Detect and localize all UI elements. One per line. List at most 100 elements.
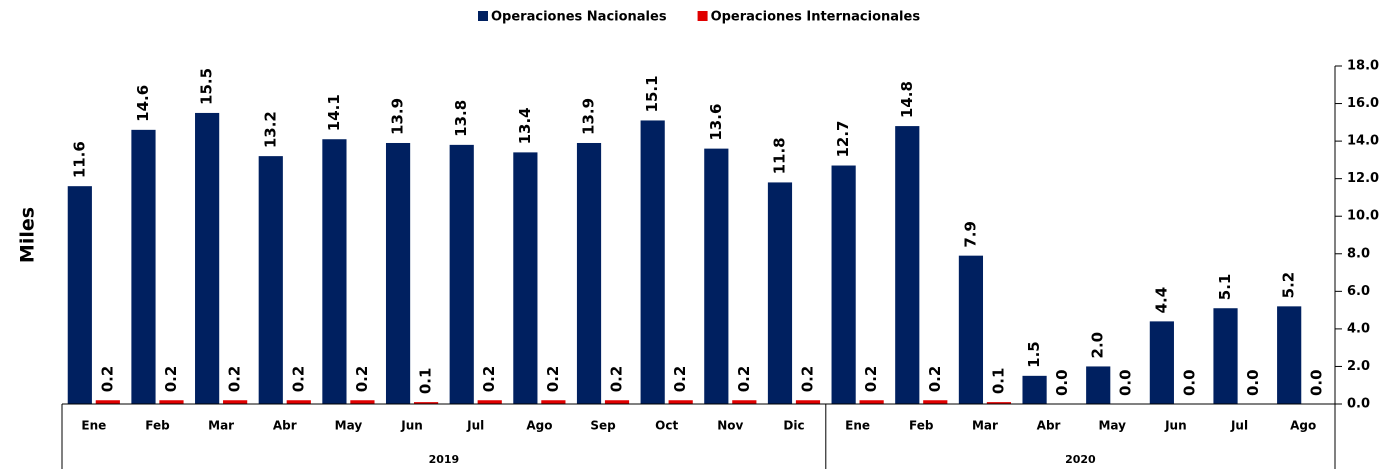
value-label: 5.2 [1280, 272, 1298, 299]
value-label: 11.6 [70, 141, 88, 178]
bar [286, 400, 311, 404]
bar [223, 400, 248, 404]
x-tick-label: Jul [466, 419, 484, 433]
x-tick-label: Ago [1290, 419, 1316, 433]
value-label: 0.2 [671, 366, 689, 393]
value-label: 15.5 [198, 68, 216, 105]
x-tick-label: Abr [1037, 419, 1061, 433]
y-tick-label: 18.0 [1347, 59, 1379, 74]
x-tick-label: Ene [81, 419, 106, 433]
value-label: 0.0 [1117, 369, 1135, 396]
bar [1086, 366, 1111, 404]
bar [640, 120, 665, 404]
x-tick-label: Jul [1230, 419, 1248, 433]
bar [732, 400, 757, 404]
bar [1022, 375, 1047, 404]
value-label: 0.2 [98, 366, 116, 393]
y-tick-label: 16.0 [1347, 96, 1379, 111]
value-label: 0.2 [798, 366, 816, 393]
bar [477, 400, 502, 404]
bar [795, 400, 821, 404]
x-tick-label: Feb [145, 419, 170, 433]
x-tick-label: Nov [717, 419, 743, 433]
bar [67, 186, 92, 404]
value-label: 13.9 [580, 98, 598, 135]
bar [986, 402, 1012, 404]
x-tick-label: Ago [526, 419, 552, 433]
bar [895, 126, 920, 404]
value-label: 13.6 [707, 104, 725, 141]
x-tick-label: Sep [590, 419, 616, 433]
legend-label: Operaciones Nacionales [491, 10, 667, 25]
value-label: 12.7 [834, 121, 852, 158]
legend-swatch [697, 11, 708, 21]
bar [1149, 321, 1174, 404]
value-label: 13.4 [516, 107, 534, 144]
group-label: 2019 [429, 453, 460, 466]
value-label: 0.2 [544, 366, 562, 393]
value-label: 5.1 [1216, 274, 1234, 301]
y-tick-label: 2.0 [1347, 359, 1370, 374]
x-tick-label: Jun [1164, 419, 1187, 433]
value-label: 15.1 [643, 75, 661, 112]
value-label: 0.2 [735, 366, 753, 393]
value-label: 0.1 [417, 368, 435, 395]
value-label: 0.1 [989, 368, 1007, 395]
value-label: 13.2 [261, 111, 279, 148]
value-label: 14.8 [898, 81, 916, 118]
bar [449, 144, 474, 404]
bar [1213, 308, 1238, 404]
y-tick-label: 10.0 [1347, 209, 1379, 224]
value-label: 0.2 [926, 366, 944, 393]
bar [923, 400, 948, 404]
bar [604, 400, 630, 404]
value-label: 14.6 [134, 85, 152, 122]
x-tick-label: Oct [655, 419, 678, 433]
value-label: 7.9 [961, 221, 979, 248]
x-tick-label: Mar [972, 419, 998, 433]
value-label: 2.0 [1089, 332, 1107, 359]
bar [831, 165, 856, 404]
bar [258, 156, 283, 404]
bar [413, 402, 439, 404]
value-label: 1.5 [1025, 341, 1043, 368]
bar [958, 255, 984, 404]
value-label: 14.1 [325, 94, 343, 131]
bar [541, 400, 566, 404]
x-tick-label: Jun [400, 419, 423, 433]
bar [350, 400, 375, 404]
value-label: 0.2 [162, 366, 180, 393]
group-label: 2020 [1065, 453, 1096, 466]
value-label: 0.0 [1053, 369, 1071, 396]
bar [704, 148, 729, 404]
bar [1277, 306, 1302, 404]
y-tick-label: 4.0 [1347, 321, 1370, 336]
bar [195, 112, 220, 404]
x-tick-label: Abr [273, 419, 297, 433]
value-label: 0.2 [289, 366, 307, 393]
value-label: 0.2 [353, 366, 371, 393]
value-label: 4.4 [1152, 287, 1170, 314]
value-label: 11.8 [770, 137, 788, 174]
bar [513, 152, 538, 404]
y-tick-label: 8.0 [1347, 246, 1370, 261]
bar [95, 400, 120, 404]
value-label: 13.8 [452, 100, 470, 137]
bar [859, 400, 884, 404]
bar [322, 139, 347, 404]
x-tick-label: May [335, 419, 363, 433]
bar [131, 129, 156, 404]
legend-swatch [478, 11, 488, 21]
value-label: 0.2 [862, 366, 880, 393]
bar [668, 400, 693, 404]
y-tick-label: 12.0 [1347, 171, 1379, 186]
value-label: 0.0 [1244, 369, 1262, 396]
value-label: 0.2 [226, 366, 244, 393]
y-tick-label: 0.0 [1347, 397, 1370, 412]
value-label: 13.9 [389, 98, 407, 135]
value-label: 0.2 [608, 366, 626, 393]
x-tick-label: Mar [208, 419, 234, 433]
bar [576, 142, 602, 404]
